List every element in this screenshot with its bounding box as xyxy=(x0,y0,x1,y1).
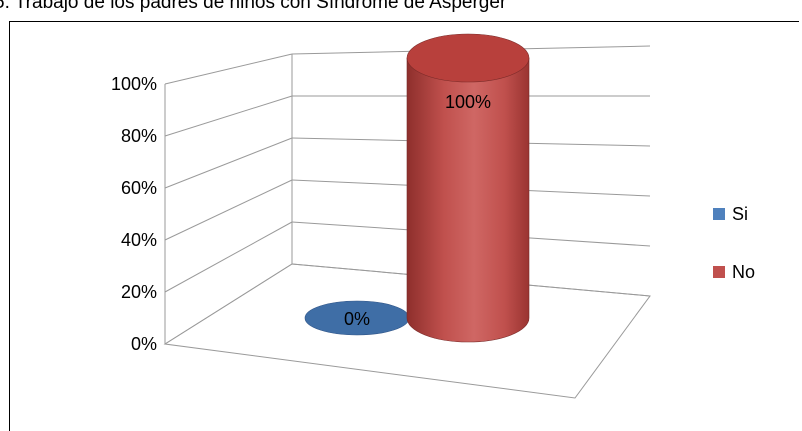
y-tick-label: 80% xyxy=(121,126,157,146)
legend-swatch-si xyxy=(713,208,725,220)
chart-frame xyxy=(9,21,799,431)
y-tick-label: 40% xyxy=(121,230,157,250)
y-tick-label: 0% xyxy=(131,334,157,354)
legend: Si No xyxy=(713,204,755,282)
y-tick-label: 100% xyxy=(111,74,157,94)
data-label-si: 0% xyxy=(344,309,370,329)
side-wall-gridline xyxy=(164,95,293,137)
legend-label-no: No xyxy=(732,262,755,282)
bar-no-top xyxy=(406,33,530,83)
legend-swatch-no xyxy=(713,266,725,278)
side-wall-gridline xyxy=(164,221,293,293)
y-tick-label: 20% xyxy=(121,282,157,302)
side-wall-gridline xyxy=(164,179,293,241)
bar-no-body xyxy=(406,57,530,343)
chart-title: 5. Trabajo de los padres de niños con Sí… xyxy=(0,0,507,13)
chart-marks: 0% 100% xyxy=(304,33,530,343)
y-tick-label: 60% xyxy=(121,178,157,198)
data-label-no: 100% xyxy=(445,92,491,112)
side-wall-gridline xyxy=(164,53,293,85)
side-wall-gridline xyxy=(164,137,293,189)
floor xyxy=(163,263,651,399)
legend-label-si: Si xyxy=(732,204,748,224)
y-axis-ticks: 0% 20% 40% 60% 80% 100% xyxy=(111,74,157,354)
